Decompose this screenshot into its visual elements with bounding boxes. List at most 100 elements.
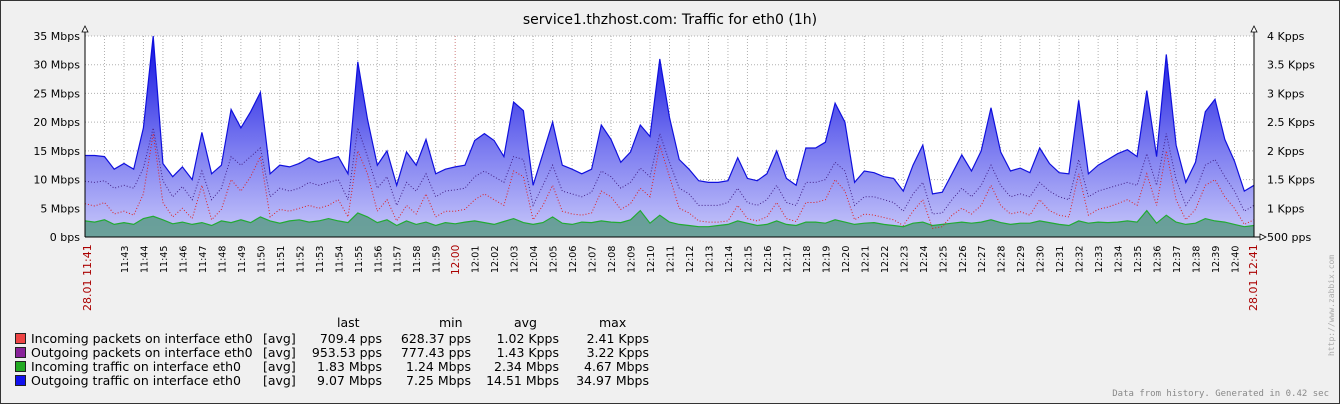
x-tick-label: 12:37	[1172, 246, 1183, 273]
x-tick-label: 12:14	[724, 246, 735, 273]
x-tick-label: 11:45	[159, 246, 170, 273]
y-right-tick-label: 1.5 Kpps	[1267, 174, 1315, 187]
x-tick-label: 12:40	[1231, 246, 1242, 273]
x-tick-label: 11:55	[354, 246, 365, 273]
legend-row: Outgoing traffic on interface eth0 [avg] 9…	[15, 373, 675, 388]
legend-function: [avg]	[263, 359, 296, 374]
legend-row: Outgoing packets on interface eth0 [avg] 9…	[15, 345, 675, 360]
legend-value-avg: 1.02 Kpps	[496, 331, 559, 346]
legend-value-avg: 2.34 Mbps	[494, 359, 559, 374]
x-tick-label: 12:05	[549, 246, 560, 273]
series-line-outgoing-traffic-on-interface-eth0	[85, 35, 1255, 195]
y-right-tick-label: 2 Kpps	[1267, 145, 1305, 158]
x-tick-label: 12:30	[1036, 246, 1047, 273]
x-tick-label: 12:17	[782, 246, 793, 273]
x-tick-label: 12:09	[627, 246, 638, 273]
legend-series-name: Incoming packets on interface eth0	[31, 331, 253, 346]
legend-color-swatch	[15, 333, 26, 344]
x-tick-label: 12:20	[841, 246, 852, 273]
legend-series-name: Outgoing packets on interface eth0	[31, 345, 253, 360]
x-tick-label: 12:34	[1114, 246, 1125, 273]
legend-value-max: 4.67 Mbps	[584, 359, 649, 374]
x-tick-label: 12:07	[588, 246, 599, 273]
x-tick-label: 12:22	[880, 246, 891, 273]
x-tick-label: 11:48	[217, 246, 228, 273]
y-left-tick-label: 35 Mbps	[33, 30, 80, 43]
x-tick-label: 12:01	[471, 246, 482, 273]
legend-value-last: 1.83 Mbps	[317, 359, 382, 374]
legend-color-swatch	[15, 361, 26, 372]
series-line-incoming-packets-on-interface-eth0	[84, 133, 1255, 229]
legend-value-min: 777.43 pps	[400, 345, 471, 360]
x-tick-label: 12:31	[1055, 246, 1066, 273]
legend-value-max: 2.41 Kpps	[586, 331, 649, 346]
x-start-label: 28.01 11:41	[81, 244, 94, 311]
y-left-tick-label: 10 Mbps	[33, 174, 80, 187]
x-tick-label: 12:02	[490, 246, 501, 273]
traffic-chart: service1.thzhost.com: Traffic for eth0 (…	[33, 12, 1315, 311]
x-tick-label: 11:51	[276, 246, 287, 273]
y-left-tick-label: 30 Mbps	[33, 59, 80, 72]
chart-title: service1.thzhost.com: Traffic for eth0 (…	[523, 12, 817, 28]
x-tick-label: 12:06	[568, 246, 579, 273]
x-tick-label: 12:26	[958, 246, 969, 273]
x-tick-label: 11:46	[178, 246, 189, 273]
y-right-tick-label: 1 Kpps	[1267, 202, 1305, 215]
x-tick-label: 11:52	[295, 246, 306, 273]
axis-arrow	[1259, 233, 1267, 241]
legend-value-max: 3.22 Kpps	[586, 345, 649, 360]
x-end-label: 28.01 12:41	[1247, 244, 1260, 311]
y-left-tick-label: 20 Mbps	[33, 116, 80, 129]
legend-header-last: last	[337, 315, 360, 330]
legend-value-max: 34.97 Mbps	[576, 373, 649, 388]
legend-value-min: 7.25 Mbps	[406, 373, 471, 388]
x-tick-label: 12:16	[763, 246, 774, 273]
x-tick-label: 12:25	[938, 246, 949, 273]
x-tick-label: 11:58	[412, 246, 423, 273]
legend-series-name: Incoming traffic on interface eth0	[31, 359, 241, 374]
x-tick-label: 12:03	[510, 246, 521, 273]
y-right-tick-label: 3 Kpps	[1267, 87, 1305, 100]
legend-function: [avg]	[263, 331, 296, 346]
x-tick-label: 11:50	[256, 246, 267, 273]
legend-series-name: Outgoing traffic on interface eth0	[31, 373, 241, 388]
series-line-outgoing-packets-on-interface-eth0	[84, 127, 1255, 215]
x-tick-label: 12:32	[1075, 246, 1086, 273]
x-tick-label: 12:21	[860, 246, 871, 273]
x-tick-label: 12:00	[450, 245, 462, 275]
legend-value-avg: 14.51 Mbps	[486, 373, 559, 388]
x-tick-label: 12:27	[977, 246, 988, 273]
x-tick-label: 11:54	[334, 246, 345, 273]
x-tick-label: 12:15	[743, 246, 754, 273]
axis-arrow	[1250, 25, 1258, 33]
x-tick-label: 12:10	[646, 246, 657, 273]
x-tick-label: 12:29	[1016, 246, 1027, 273]
series-area-incoming-traffic-on-interface-eth0	[85, 210, 1254, 237]
zabbix-watermark: http://www.zabbix.com	[1327, 254, 1336, 356]
legend-value-last: 953.53 pps	[311, 345, 382, 360]
y-left-tick-label: 25 Mbps	[33, 87, 80, 100]
x-tick-label: 12:19	[821, 246, 832, 273]
x-tick-label: 11:49	[237, 246, 248, 273]
legend-header-avg: avg	[514, 315, 537, 330]
x-tick-label: 12:12	[685, 246, 696, 273]
x-tick-label: 12:13	[705, 246, 716, 273]
legend-value-min: 1.24 Mbps	[406, 359, 471, 374]
footer-note: Data from history. Generated in 0.42 sec	[1112, 389, 1329, 399]
x-tick-label: 12:35	[1133, 246, 1144, 273]
x-tick-label: 11:59	[432, 246, 443, 273]
y-right-tick-label: 2.5 Kpps	[1267, 116, 1315, 129]
x-tick-label: 11:47	[198, 246, 209, 273]
x-tick-label: 12:04	[529, 246, 540, 273]
legend-value-avg: 1.43 Kpps	[496, 345, 559, 360]
axis-arrow	[81, 25, 89, 33]
legend-function: [avg]	[263, 373, 296, 388]
legend-value-last: 709.4 pps	[319, 331, 382, 346]
x-tick-label: 12:36	[1153, 246, 1164, 273]
x-tick-label: 12:33	[1094, 246, 1105, 273]
x-tick-label: 12:11	[666, 246, 677, 273]
x-tick-label: 12:38	[1192, 246, 1203, 273]
y-right-tick-label: 3.5 Kpps	[1267, 59, 1315, 72]
legend-color-swatch	[15, 347, 26, 358]
